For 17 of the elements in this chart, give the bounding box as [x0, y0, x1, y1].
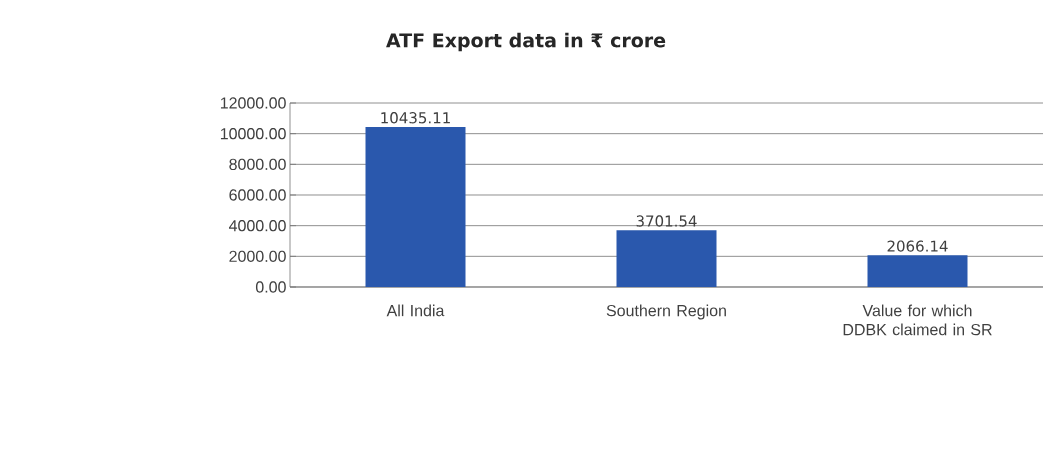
y-tick-label: 8000.00	[229, 158, 286, 170]
data-label: 2066.14	[887, 240, 948, 252]
x-tick-label: All India	[386, 304, 445, 317]
x-tick-label: Value for which DDBK claimed in SR	[843, 304, 992, 336]
y-tick-label: 10000.00	[220, 128, 286, 140]
y-tick-label: 0.00	[255, 281, 286, 293]
x-tick-label: Southern Region	[606, 304, 726, 320]
data-label: 10435.11	[381, 112, 450, 124]
bar	[867, 255, 968, 287]
bar	[616, 230, 717, 287]
y-tick-label: 2000.00	[229, 250, 286, 262]
y-tick-label: 4000.00	[229, 220, 286, 232]
data-label: 3701.54	[636, 215, 697, 227]
chart-title: ATF Export data in ₹ crore	[386, 32, 666, 52]
y-tick-label: 6000.00	[229, 189, 286, 201]
y-tick-label: 12000.00	[220, 97, 286, 109]
bar	[365, 127, 466, 287]
